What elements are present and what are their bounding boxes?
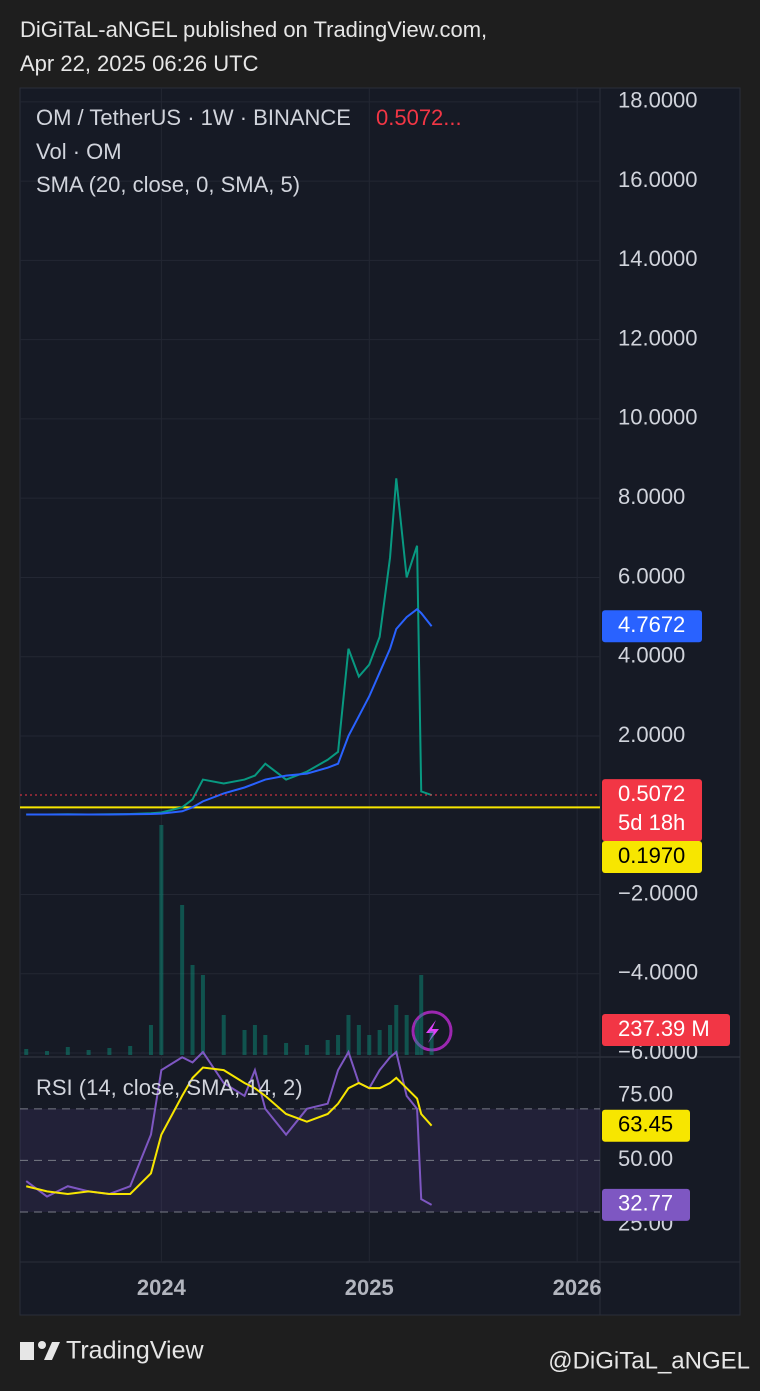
volume-bar [107, 1048, 112, 1055]
volume-bar [180, 905, 185, 1055]
volume-tag [602, 1014, 730, 1046]
y-tick-label: 16.0000 [618, 167, 698, 192]
legend-last: 0.5072... [376, 105, 462, 130]
y-tick-label: −4.0000 [618, 960, 698, 985]
price-tag-label: 0.1970 [618, 843, 685, 868]
volume-bar [429, 1031, 434, 1055]
y-tick-label: 18.0000 [618, 88, 698, 113]
volume-bar [86, 1050, 91, 1055]
y-tick-label: 2.0000 [618, 722, 685, 747]
volume-bar [45, 1051, 50, 1055]
y-tick-label: 8.0000 [618, 484, 685, 509]
price-tag [602, 610, 702, 643]
y-tick-label: −2.0000 [618, 880, 698, 905]
rsi-tag [602, 1188, 690, 1221]
price-tag [602, 841, 702, 873]
y-tick-label: 75.00 [618, 1082, 673, 1107]
rsi-tag-label: 32.77 [618, 1191, 673, 1216]
volume-bar [263, 1035, 268, 1055]
y-tick-label: 50.00 [618, 1146, 673, 1171]
volume-bar [415, 1020, 420, 1055]
volume-bar [148, 1025, 153, 1055]
rsi-tag-label: 63.45 [618, 1112, 673, 1137]
volume-tag-label: 237.39 M [618, 1016, 710, 1041]
y-tick-label: 14.0000 [618, 246, 698, 271]
volume-bar [304, 1045, 309, 1055]
x-tick-label: 2025 [345, 1275, 394, 1300]
legend-volume: Vol · OM [36, 139, 122, 164]
volume-bar [159, 825, 164, 1055]
price-tag-label: 0.5072 [618, 781, 685, 806]
volume-bar [367, 1035, 372, 1055]
legend-sma: SMA (20, close, 0, SMA, 5) [36, 172, 300, 197]
rsi-line [25, 1049, 433, 1206]
y-tick-label: 4.0000 [618, 643, 685, 668]
rsi-legend: RSI (14, close, SMA, 14, 2) [36, 1075, 303, 1100]
legend-title: OM / TetherUS · 1W · BINANCE [36, 105, 351, 130]
volume-bar [388, 1025, 393, 1055]
header-line: DiGiTaL-aNGEL published on TradingView.c… [20, 17, 487, 42]
price-tag-label: 4.7672 [618, 612, 685, 637]
volume-bar [356, 1025, 361, 1055]
header-line: Apr 22, 2025 06:26 UTC [20, 51, 259, 76]
logo [20, 1341, 60, 1360]
price-line [26, 607, 433, 816]
icon [411, 1010, 453, 1052]
x-tick-label: 2024 [137, 1275, 187, 1300]
volume-bar [242, 1030, 247, 1055]
volume-bar [336, 1035, 341, 1055]
volume-bar [346, 1015, 351, 1055]
y-tick-label: 12.0000 [618, 325, 698, 350]
x-tick-label: 2026 [553, 1275, 602, 1300]
volume-bar [128, 1046, 133, 1055]
volume-bar [404, 1015, 409, 1055]
volume-bar [252, 1025, 257, 1055]
volume-bar [325, 1040, 330, 1055]
volume-bar [24, 1049, 29, 1055]
volume-bar [190, 965, 195, 1055]
volume-bar [200, 975, 205, 1055]
rsi-tag [602, 1109, 690, 1142]
volume-bar [394, 1005, 399, 1055]
volume-bar [284, 1043, 289, 1055]
volume-bar [221, 1015, 226, 1055]
y-tick-label: 10.0000 [618, 405, 698, 430]
volume-bar [65, 1047, 70, 1055]
author: @DiGiTaL_aNGEL [548, 1347, 750, 1374]
countdown: 5d 18h [618, 810, 685, 835]
price-tag [602, 779, 702, 842]
brand: TradingView [66, 1337, 205, 1365]
volume-bar [377, 1030, 382, 1055]
rsi-line [25, 1066, 433, 1195]
volume-bar [419, 975, 424, 1055]
y-tick-label: 6.0000 [618, 563, 685, 588]
